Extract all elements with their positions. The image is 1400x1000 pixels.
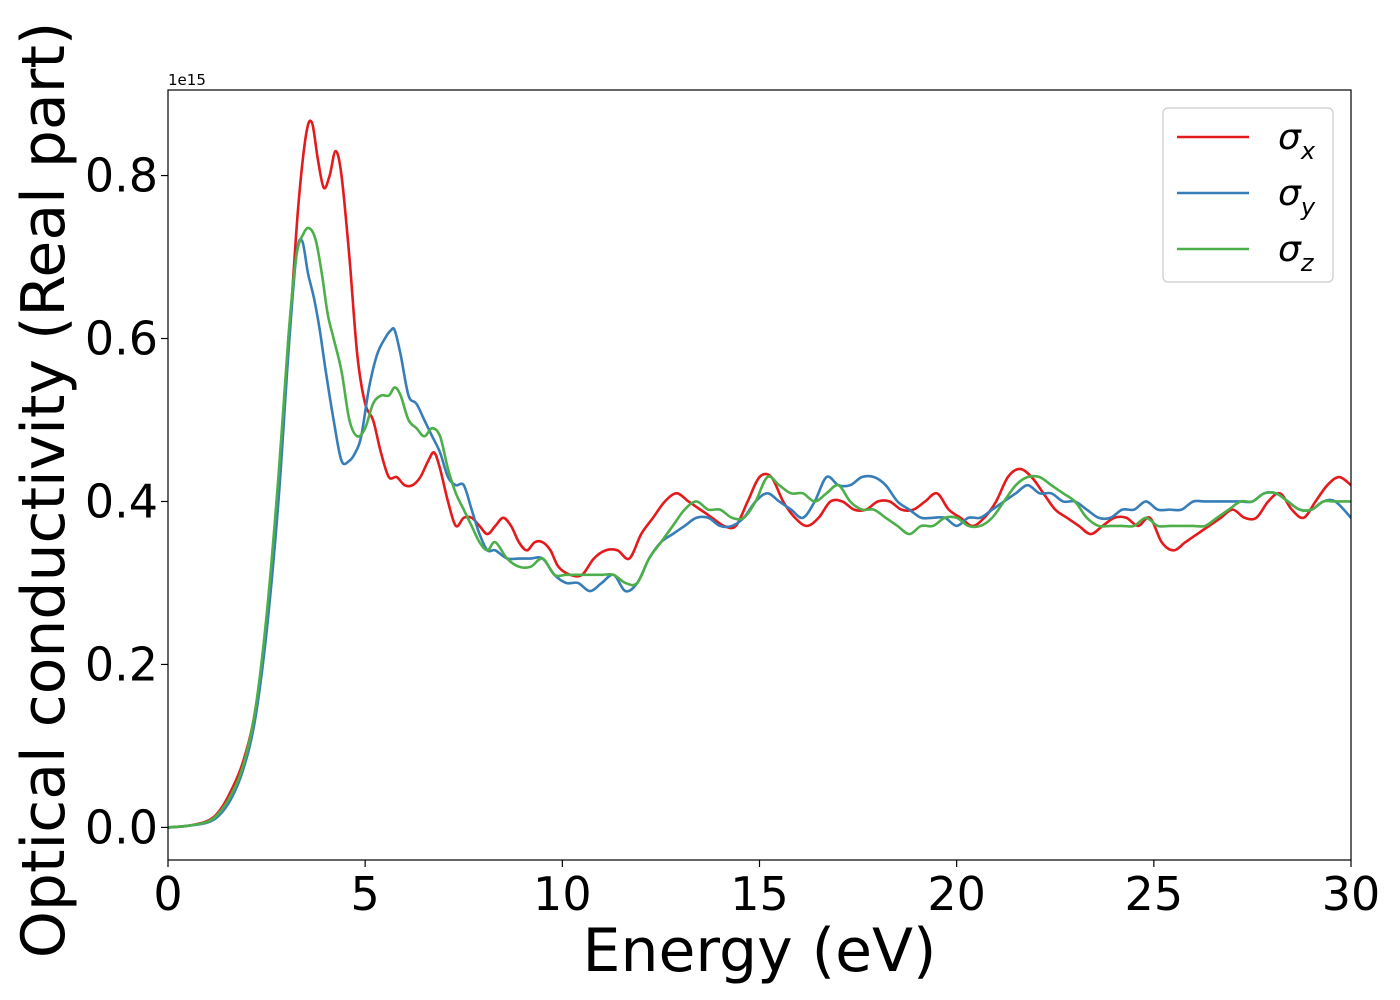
y-axis-title: Optical conductivity (Real part) (9, 22, 79, 959)
legend-label-x: σx (1278, 117, 1316, 165)
series-line-x (168, 119, 1351, 829)
y-tick-label: 0.8 (85, 149, 158, 203)
x-tick-label: 5 (351, 867, 380, 921)
x-axis-title: Energy (eV) (583, 916, 937, 986)
series-line-z (168, 226, 1351, 829)
y-tick-label: 0.2 (85, 637, 158, 691)
y-offset-label: 1e15 (168, 71, 206, 89)
x-tick-label: 0 (153, 867, 182, 921)
ticks-layer: 0 5 10 15 20 25 30 0.0 0.2 0.4 0.6 0.8 (85, 149, 1380, 921)
y-tick-label: 0.4 (85, 474, 158, 528)
legend-label-z: σz (1278, 229, 1315, 277)
series-line-y (168, 238, 1351, 829)
x-tick-label: 20 (927, 867, 986, 921)
legend-label-y: σy (1278, 173, 1316, 221)
legend: σx σy σz (1162, 107, 1334, 283)
x-tick-label: 15 (730, 867, 789, 921)
x-tick-label: 30 (1322, 867, 1381, 921)
series-layer (168, 119, 1351, 829)
legend-frame (1162, 107, 1334, 283)
y-tick-label: 0.6 (85, 312, 158, 366)
x-tick-label: 25 (1125, 867, 1184, 921)
y-tick-label: 0.0 (85, 800, 158, 854)
x-tick-label: 10 (533, 867, 592, 921)
